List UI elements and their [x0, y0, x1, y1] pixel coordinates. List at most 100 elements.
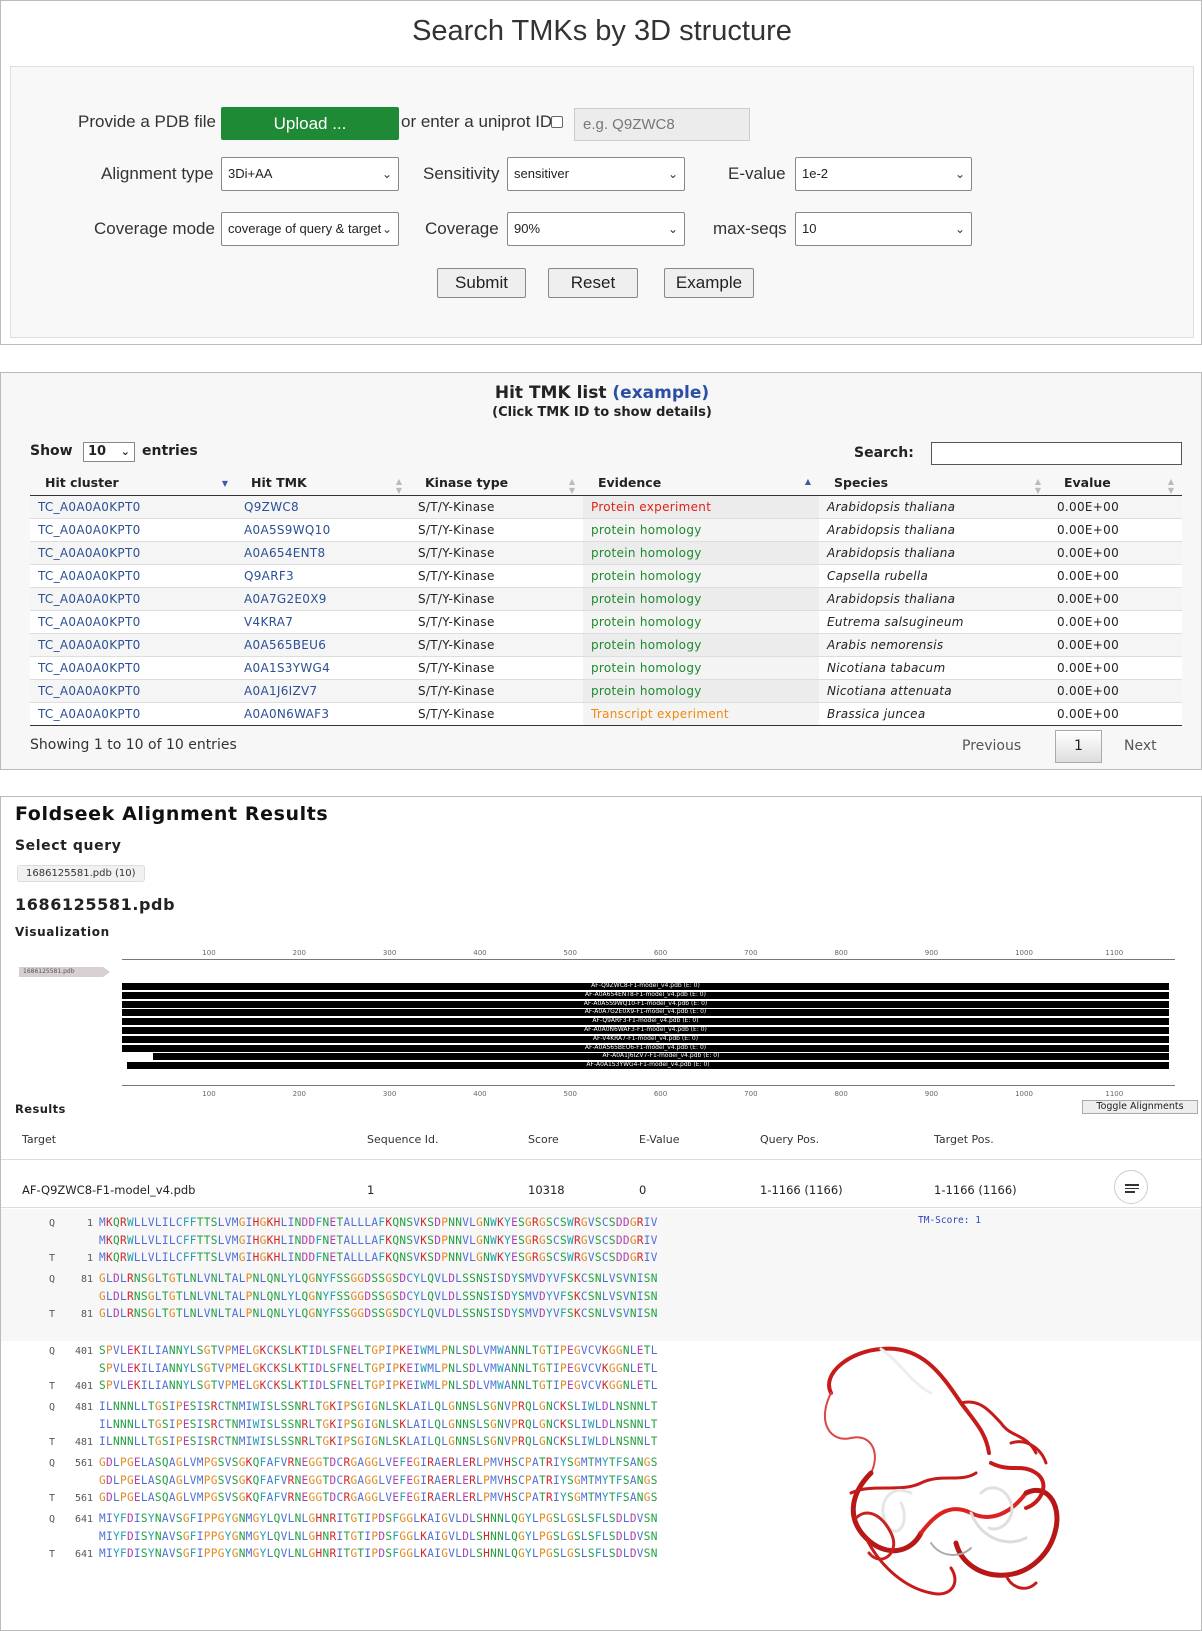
query-name: 1686125581.pdb [15, 895, 176, 914]
chevron-down-icon: ⌄ [381, 167, 392, 181]
chevron-down-icon: ⌄ [667, 167, 678, 181]
evalue-cell: 0.00E+00 [1049, 701, 1182, 726]
uniprot-input[interactable]: e.g. Q9ZWC8 [574, 108, 750, 141]
evidence-cell: protein homology [583, 632, 819, 656]
table-row: TC_A0A0A0KPT0 A0A565BEU6 S/T/Y-Kinase prote… [30, 632, 1182, 656]
kinase-type-cell: S/T/Y-Kinase [410, 494, 583, 518]
hit-bar[interactable]: AF-A0A565BEU6-F1-model_v4.pdb (E: 0) [122, 1044, 1169, 1052]
hit-bar[interactable]: AF-A0A7G2E0X9-F1-model_v4.pdb (E: 0) [122, 1008, 1169, 1017]
evidence-cell: protein homology [583, 586, 819, 610]
structure-3d-viewer[interactable] [811, 1343, 1071, 1605]
ruler-tick-label: 400 [473, 1090, 487, 1098]
hit-tmk-link[interactable]: A0A7G2E0X9 [236, 586, 410, 610]
hit-tmk-link[interactable]: A0A0N6WAF3 [236, 701, 410, 726]
col-species[interactable]: Species ▲ ▼ [819, 470, 1049, 496]
hit-tmk-link[interactable]: A0A565BEU6 [236, 632, 410, 656]
species-cell: Eutrema salsugineum [819, 609, 1049, 633]
ruler-tick-label: 700 [744, 1090, 758, 1098]
reset-button[interactable]: Reset [548, 268, 638, 298]
upload-button[interactable]: Upload ... [221, 107, 399, 140]
hit-bar[interactable]: AF-A0A1J6IZV7-F1-model_v4.pdb (E: 0) [153, 1052, 1169, 1061]
submit-button[interactable]: Submit [437, 268, 526, 298]
hit-cluster-cell[interactable]: TC_A0A0A0KPT0 [30, 563, 236, 587]
coverage-mode-select[interactable]: coverage of query & target ⌄ [221, 212, 399, 246]
col-kinase-type[interactable]: Kinase type ▲ ▼ [410, 470, 583, 496]
entries-label: entries [142, 443, 198, 459]
next-button[interactable]: Next [1124, 738, 1157, 754]
table-header-row: Hit cluster ▼ Hit TMK ▲ ▼ Kinase type ▲ ▼ Evi… [30, 470, 1182, 496]
maxseqs-select[interactable]: 10 ⌄ [795, 212, 972, 246]
result-query-pos: 1-1166 (1166) [760, 1183, 843, 1197]
example-link[interactable]: (example) [612, 383, 710, 403]
row-start-position: 81 [80, 1309, 93, 1320]
species-cell: Arabidopsis thaliana [819, 517, 1049, 541]
match-sequence: ILNNNLLTGSIPESISRCTNMIWISLSSNRLTGKIPSGIG… [99, 1417, 658, 1431]
col-hit-tmk[interactable]: Hit TMK ▲ ▼ [236, 470, 410, 496]
hit-bar-label: AF-A0A1J6IZV7-F1-model_v4.pdb (E: 0) [602, 1052, 720, 1060]
query-row-label: Q [49, 1402, 56, 1413]
coverage-select[interactable]: 90% ⌄ [507, 212, 685, 246]
alignment-menu-button[interactable] [1114, 1170, 1148, 1204]
hit-cluster-cell[interactable]: TC_A0A0A0KPT0 [30, 655, 236, 679]
evidence-cell: protein homology [583, 540, 819, 564]
page-1-button[interactable]: 1 [1055, 730, 1102, 763]
evalue-cell: 0.00E+00 [1049, 540, 1182, 564]
kinase-type-cell: S/T/Y-Kinase [410, 540, 583, 564]
hit-bar-label: AF-A0A1S3YWG4-F1-model_v4.pdb (E: 0) [586, 1061, 710, 1069]
kinase-type-cell: S/T/Y-Kinase [410, 701, 583, 726]
hit-cluster-cell[interactable]: TC_A0A0A0KPT0 [30, 632, 236, 656]
species-cell: Nicotiana attenuata [819, 678, 1049, 702]
hit-tmk-link[interactable]: A0A5S9WQ10 [236, 517, 410, 541]
hit-tmk-link[interactable]: A0A654ENT8 [236, 540, 410, 564]
ruler-tick-label: 500 [563, 1090, 577, 1098]
toggle-alignments-button[interactable]: Toggle Alignments [1082, 1100, 1198, 1114]
hit-cluster-cell[interactable]: TC_A0A0A0KPT0 [30, 678, 236, 702]
hit-bar[interactable]: AF-A0A0N6WAF3-F1-model_v4.pdb (E: 0) [122, 1026, 1169, 1034]
alignment-type-select[interactable]: 3Di+AA ⌄ [221, 157, 399, 191]
hit-list-title-text: Hit TMK list [494, 383, 607, 403]
hit-cluster-cell[interactable]: TC_A0A0A0KPT0 [30, 609, 236, 633]
hit-cluster-cell[interactable]: TC_A0A0A0KPT0 [30, 494, 236, 518]
hit-cluster-cell[interactable]: TC_A0A0A0KPT0 [30, 701, 236, 726]
col-score: Score [528, 1133, 559, 1146]
example-button[interactable]: Example [664, 268, 754, 298]
col-evidence[interactable]: Evidence ▲ [583, 470, 819, 496]
hit-bar[interactable]: AF-Q9ZWC8-F1-model_v4.pdb (E: 0) [122, 982, 1169, 990]
col-evalue[interactable]: Evalue ▲ ▼ [1049, 470, 1182, 496]
ruler-tick-label: 900 [924, 949, 939, 957]
hit-bar[interactable]: AF-A0A1S3YWG4-F1-model_v4.pdb (E: 0) [127, 1061, 1169, 1070]
evalue-select[interactable]: 1e-2 ⌄ [795, 157, 972, 191]
previous-button[interactable]: Previous [962, 738, 1022, 754]
col-hit-cluster[interactable]: Hit cluster ▼ [30, 470, 236, 496]
row-start-position: 641 [74, 1549, 93, 1560]
query-row-label: Q [49, 1514, 56, 1525]
uniprot-checkbox[interactable] [551, 116, 563, 128]
hit-tmk-link[interactable]: V4KRA7 [236, 609, 410, 633]
hit-bar[interactable]: AF-A0A5S9WQ10-F1-model_v4.pdb (E: 0) [122, 1000, 1169, 1008]
coverage-label: Coverage [425, 219, 499, 238]
ruler-tick-label: 900 [924, 1090, 939, 1098]
entries-select[interactable]: 10 ⌄ [83, 442, 135, 462]
hit-cluster-cell[interactable]: TC_A0A0A0KPT0 [30, 586, 236, 610]
query-chip[interactable]: 1686125581.pdb (10) [17, 865, 145, 882]
evidence-cell: protein homology [583, 563, 819, 587]
search-input[interactable] [931, 442, 1182, 465]
hit-cluster-cell[interactable]: TC_A0A0A0KPT0 [30, 517, 236, 541]
target-row-label: T [49, 1309, 56, 1320]
hit-tmk-link[interactable]: Q9ZWC8 [236, 494, 410, 518]
evalue-cell: 0.00E+00 [1049, 609, 1182, 633]
hit-bar[interactable]: AF-A0A654ENT8-F1-model_v4.pdb (E: 0) [122, 991, 1169, 999]
hit-tmk-link[interactable]: A0A1S3YWG4 [236, 655, 410, 679]
ruler-tick-label: 800 [834, 1090, 848, 1098]
hit-cluster-cell[interactable]: TC_A0A0A0KPT0 [30, 540, 236, 564]
maxseqs-value: 10 [802, 221, 817, 236]
hit-bar[interactable]: AF-Q9ARF3-F1-model_v4.pdb (E: 0) [122, 1017, 1169, 1026]
hit-bar[interactable]: AF-V4KRA7-F1-model_v4.pdb (E: 0) [122, 1035, 1169, 1043]
hit-tmk-link[interactable]: A0A1J6IZV7 [236, 678, 410, 702]
hit-tmk-link[interactable]: Q9ARF3 [236, 563, 410, 587]
sensitivity-select[interactable]: sensitiver ⌄ [507, 157, 685, 191]
query-row-label: Q [49, 1458, 56, 1469]
entries-value: 10 [88, 444, 107, 459]
sensitivity-label: Sensitivity [423, 164, 500, 183]
result-target[interactable]: AF-Q9ZWC8-F1-model_v4.pdb [22, 1183, 196, 1197]
